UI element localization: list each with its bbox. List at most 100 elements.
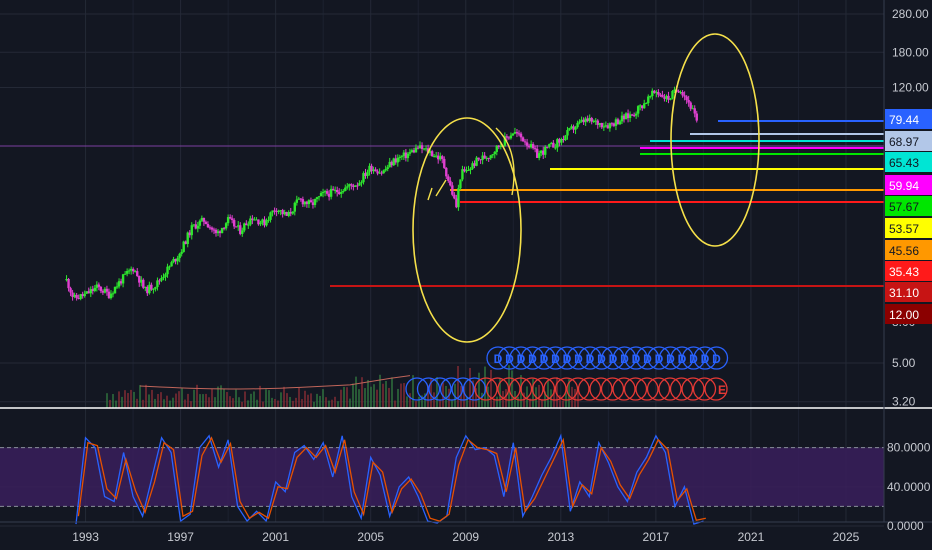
earnings-marker[interactable]	[462, 377, 487, 401]
candle-body	[136, 271, 139, 276]
earnings-marker[interactable]	[704, 377, 728, 401]
candle-body	[513, 132, 517, 134]
volume-bar	[109, 399, 111, 408]
dividend-marker[interactable]	[543, 346, 568, 370]
volume-bar	[457, 365, 459, 408]
earnings-marker[interactable]	[439, 377, 464, 401]
dividend-marker[interactable]	[670, 346, 694, 370]
candle-body	[184, 241, 187, 244]
candle-body	[113, 286, 117, 294]
dividend-marker[interactable]	[578, 346, 602, 370]
volume-bar	[424, 393, 426, 408]
price-candles	[65, 85, 698, 301]
volume-bar	[241, 401, 243, 408]
dividend-marker[interactable]	[624, 346, 648, 370]
candle-body	[503, 136, 507, 146]
candle-body	[91, 289, 94, 291]
volume-bar	[157, 393, 159, 408]
dividend-marker[interactable]	[635, 346, 660, 370]
volume-bar	[295, 397, 297, 408]
volume-bar	[238, 397, 240, 408]
earnings-marker[interactable]	[497, 377, 521, 401]
earnings-marker[interactable]	[543, 377, 567, 401]
candle-body	[148, 284, 151, 294]
price-tag	[885, 240, 932, 260]
earnings-marker[interactable]	[451, 377, 475, 401]
earnings-marker[interactable]	[635, 377, 659, 401]
dividend-marker[interactable]	[555, 346, 579, 370]
dividend-marker[interactable]	[520, 346, 545, 370]
earnings-marker[interactable]	[681, 377, 705, 401]
volume-bar	[481, 392, 483, 408]
dividend-marker[interactable]	[497, 346, 522, 370]
earnings-marker[interactable]	[428, 377, 452, 401]
candle-body	[247, 224, 250, 226]
candle-body	[255, 219, 258, 221]
candle-body	[319, 193, 323, 197]
earnings-marker[interactable]	[692, 377, 717, 401]
dividend-marker[interactable]	[566, 346, 591, 370]
candle-body	[237, 225, 240, 227]
dividend-marker[interactable]	[589, 346, 614, 370]
earnings-marker[interactable]	[600, 377, 625, 401]
volume-bar	[346, 387, 348, 408]
earnings-marker[interactable]	[405, 377, 429, 401]
earnings-marker[interactable]	[646, 377, 671, 401]
candle-body	[212, 229, 216, 231]
dividend-marker[interactable]	[647, 346, 671, 370]
earnings-marker[interactable]	[669, 377, 694, 401]
volume-bar	[220, 385, 222, 408]
candle-body	[511, 133, 515, 136]
dividend-marker[interactable]	[532, 346, 556, 370]
dividend-marker[interactable]	[704, 346, 729, 370]
earnings-marker[interactable]	[589, 377, 613, 401]
candle-body	[350, 184, 353, 186]
price-tag-label: 12.00	[889, 308, 919, 322]
earnings-marker[interactable]	[554, 377, 579, 401]
volume-bar	[547, 380, 549, 408]
earnings-marker[interactable]	[520, 377, 544, 401]
volume-bar	[214, 397, 216, 408]
dividend-marker[interactable]	[658, 346, 683, 370]
volume-bar	[292, 400, 294, 408]
candle-body	[249, 218, 252, 225]
earnings-marker[interactable]	[577, 377, 602, 401]
volume-bar	[514, 390, 516, 408]
candle-body	[681, 92, 684, 96]
volume-bar	[379, 374, 381, 408]
volume-bar	[553, 389, 555, 408]
volume-bar	[370, 386, 372, 408]
volume-average-line	[139, 375, 411, 390]
dividend-marker[interactable]	[612, 346, 637, 370]
candle-body	[463, 169, 466, 172]
candle-body	[386, 167, 389, 170]
event-markers[interactable]: D D D D D D D D D D D D D D D D D D D DE	[405, 346, 729, 401]
candle-body	[279, 210, 282, 212]
volume-bar	[289, 396, 291, 408]
earnings-marker[interactable]	[531, 377, 556, 401]
candle-body	[596, 120, 599, 125]
candle-body	[81, 294, 84, 297]
dividend-marker[interactable]	[486, 346, 510, 370]
dividend-marker[interactable]	[509, 346, 533, 370]
earnings-marker[interactable]	[658, 377, 682, 401]
volume-bar	[574, 389, 576, 408]
dividend-marker[interactable]	[693, 346, 717, 370]
volume-bar	[388, 387, 390, 408]
earnings-marker[interactable]	[416, 377, 441, 401]
earnings-marker[interactable]	[474, 377, 498, 401]
volume-bar	[412, 375, 414, 408]
earnings-marker[interactable]	[485, 377, 510, 401]
price-tag	[885, 261, 932, 281]
dividend-marker[interactable]	[601, 346, 625, 370]
candle-body	[208, 227, 212, 229]
volume-bar	[262, 401, 264, 408]
earnings-marker[interactable]	[623, 377, 648, 401]
earnings-marker[interactable]	[612, 377, 636, 401]
dividend-marker[interactable]	[681, 346, 706, 370]
candle-body	[412, 150, 416, 153]
earnings-marker[interactable]	[508, 377, 533, 401]
earnings-marker[interactable]	[566, 377, 590, 401]
volume-bar	[118, 391, 120, 408]
